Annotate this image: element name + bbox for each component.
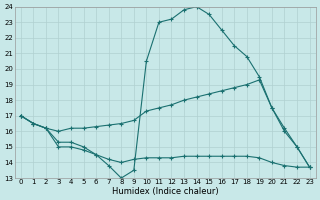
- X-axis label: Humidex (Indice chaleur): Humidex (Indice chaleur): [112, 187, 219, 196]
